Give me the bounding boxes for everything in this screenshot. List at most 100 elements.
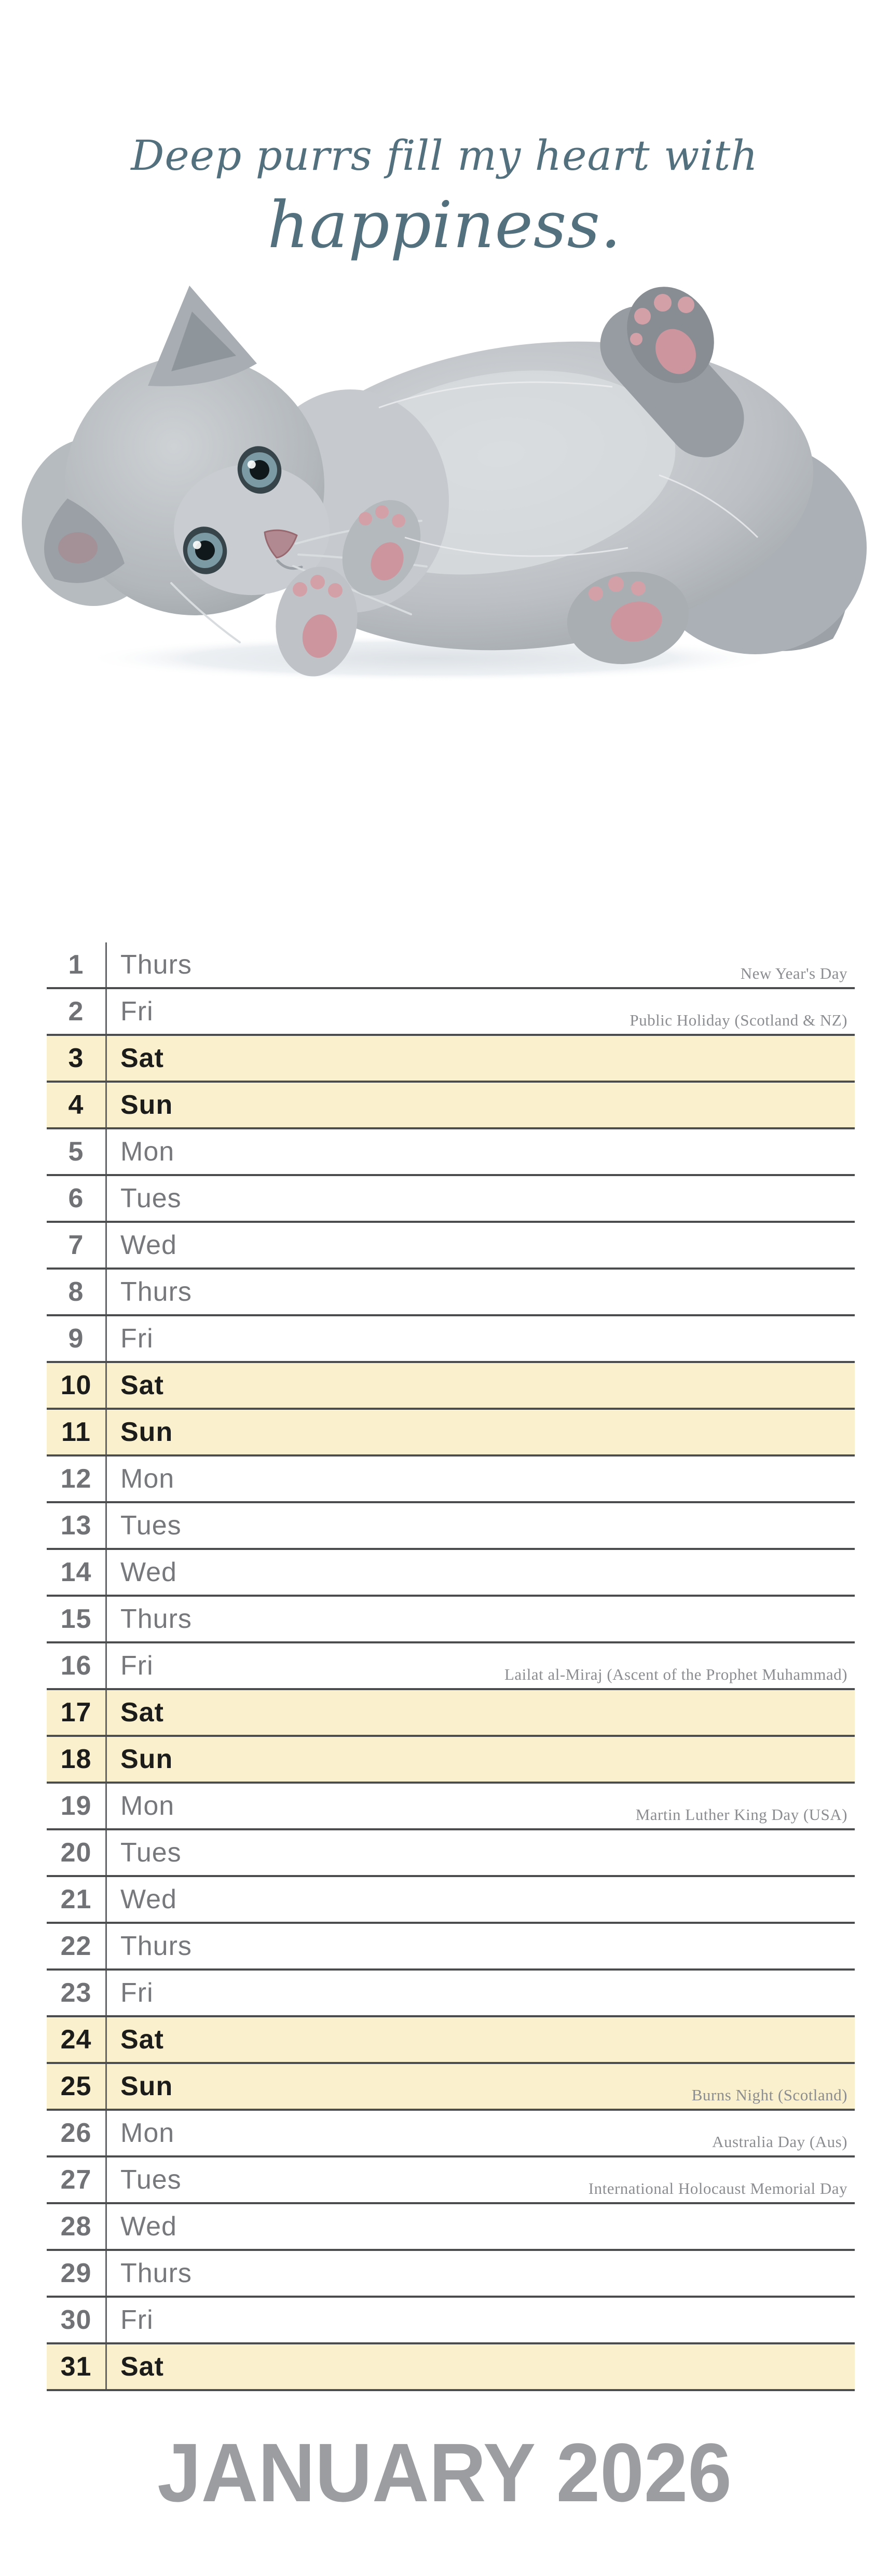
day-name: Wed <box>120 1230 177 1260</box>
day-name: Wed <box>120 2211 177 2242</box>
day-number: 10 <box>47 1363 107 1408</box>
calendar-row: 12 Mon <box>47 1456 855 1503</box>
day-cell: Mon <box>107 1456 855 1501</box>
day-cell: Wed <box>107 1550 855 1595</box>
day-cell: Thurs <box>107 1270 855 1314</box>
kitten-illustration <box>22 286 867 682</box>
calendar-row: 30 Fri <box>47 2298 855 2344</box>
day-name: Sun <box>120 2071 173 2101</box>
calendar-row: 2 Fri Public Holiday (Scotland & NZ) <box>47 989 855 1036</box>
day-name: Fri <box>120 1978 154 2008</box>
day-name: Sat <box>120 2352 164 2382</box>
day-number: 28 <box>47 2204 107 2249</box>
calendar-row: 6 Tues <box>47 1176 855 1223</box>
day-cell: Fri <box>107 989 855 1034</box>
day-cell: Sat <box>107 1363 855 1408</box>
quote-line-1: Deep purrs fill my heart with <box>131 131 758 180</box>
holiday-label: New Year's Day <box>740 964 847 982</box>
day-name: Tues <box>120 2165 182 2195</box>
calendar-row: 9 Fri <box>47 1316 855 1363</box>
day-name: Fri <box>120 2305 154 2335</box>
calendar-row: 17 Sat <box>47 1690 855 1737</box>
day-number: 2 <box>47 989 107 1034</box>
day-cell: Fri <box>107 1971 855 2015</box>
calendar-row: 20 Tues <box>47 1830 855 1877</box>
day-number: 7 <box>47 1223 107 1267</box>
day-name: Fri <box>120 1324 154 1354</box>
day-name: Thurs <box>120 1604 192 1634</box>
day-number: 8 <box>47 1270 107 1314</box>
day-cell: Sun <box>107 1410 855 1454</box>
calendar-row: 8 Thurs <box>47 1270 855 1316</box>
day-number: 6 <box>47 1176 107 1221</box>
fur-strokes <box>378 381 759 557</box>
calendar-row: 24 Sat <box>47 2017 855 2064</box>
kitten-front-paws <box>276 500 421 677</box>
calendar-row: 28 Wed <box>47 2204 855 2251</box>
day-number: 30 <box>47 2298 107 2342</box>
day-name: Mon <box>120 1464 175 1494</box>
kitten-nose <box>264 529 298 559</box>
day-name: Thurs <box>120 950 192 980</box>
day-number: 25 <box>47 2064 107 2109</box>
day-cell: Thurs <box>107 2251 855 2296</box>
day-name: Fri <box>120 996 154 1027</box>
folded-ear-inner <box>58 532 98 563</box>
day-cell: Tues <box>107 2157 855 2202</box>
day-cell: Tues <box>107 1176 855 1221</box>
calendar-row: 19 Mon Martin Luther King Day (USA) <box>47 1784 855 1830</box>
day-name: Sun <box>120 1090 173 1120</box>
day-number: 31 <box>47 2344 107 2389</box>
kitten-eye-upper <box>237 446 282 494</box>
calendar-row: 25 Sun Burns Night (Scotland) <box>47 2064 855 2111</box>
day-name: Tues <box>120 1510 182 1541</box>
quote: Deep purrs fill my heart with happiness. <box>0 129 889 264</box>
day-number: 23 <box>47 1971 107 2015</box>
calendar-row: 10 Sat <box>47 1363 855 1410</box>
calendar-row: 21 Wed <box>47 1877 855 1924</box>
day-cell: Tues <box>107 1830 855 1875</box>
holiday-label: International Holocaust Memorial Day <box>588 2179 847 2197</box>
day-number: 14 <box>47 1550 107 1595</box>
kitten-eye-lower <box>183 527 227 574</box>
day-cell: Wed <box>107 1877 855 1922</box>
day-number: 29 <box>47 2251 107 2296</box>
day-name: Thurs <box>120 1277 192 1307</box>
day-number: 1 <box>47 942 107 987</box>
day-name: Wed <box>120 1557 177 1587</box>
day-number: 15 <box>47 1597 107 1641</box>
day-number: 5 <box>47 1129 107 1174</box>
day-name: Thurs <box>120 2258 192 2288</box>
calendar-row: 4 Sun <box>47 1083 855 1129</box>
calendar-row: 16 Fri Lailat al-Miraj (Ascent of the Pr… <box>47 1643 855 1690</box>
day-cell: Sat <box>107 2344 855 2389</box>
day-cell: Mon <box>107 1129 855 1174</box>
day-name: Sat <box>120 1043 164 1073</box>
kitten-head <box>22 286 428 643</box>
holiday-label: Australia Day (Aus) <box>712 2133 847 2151</box>
kitten-image <box>16 278 872 683</box>
holiday-label: Martin Luther King Day (USA) <box>635 1805 847 1824</box>
day-cell: Fri <box>107 2298 855 2342</box>
holiday-label: Public Holiday (Scotland & NZ) <box>630 1011 847 1029</box>
day-name: Tues <box>120 1183 182 1213</box>
day-number: 22 <box>47 1924 107 1968</box>
day-name: Sun <box>120 1744 173 1774</box>
day-cell: Thurs <box>107 942 855 987</box>
day-number: 11 <box>47 1410 107 1454</box>
day-name: Fri <box>120 1651 154 1681</box>
day-number: 13 <box>47 1503 107 1548</box>
calendar-grid: 1 Thurs New Year's Day 2 Fri Public Holi… <box>47 942 855 2391</box>
calendar-row: 14 Wed <box>47 1550 855 1597</box>
month-title: JANUARY 2026 <box>0 2431 889 2514</box>
day-number: 4 <box>47 1083 107 1127</box>
quote-line-2: happiness. <box>267 188 622 263</box>
day-name: Mon <box>120 1791 175 1821</box>
day-cell: Fri <box>107 1316 855 1361</box>
calendar-row: 1 Thurs New Year's Day <box>47 942 855 989</box>
day-cell: Sun <box>107 1737 855 1782</box>
kitten-raised-leg <box>600 287 744 457</box>
day-cell: Sat <box>107 1036 855 1081</box>
day-number: 16 <box>47 1643 107 1688</box>
day-number: 3 <box>47 1036 107 1081</box>
